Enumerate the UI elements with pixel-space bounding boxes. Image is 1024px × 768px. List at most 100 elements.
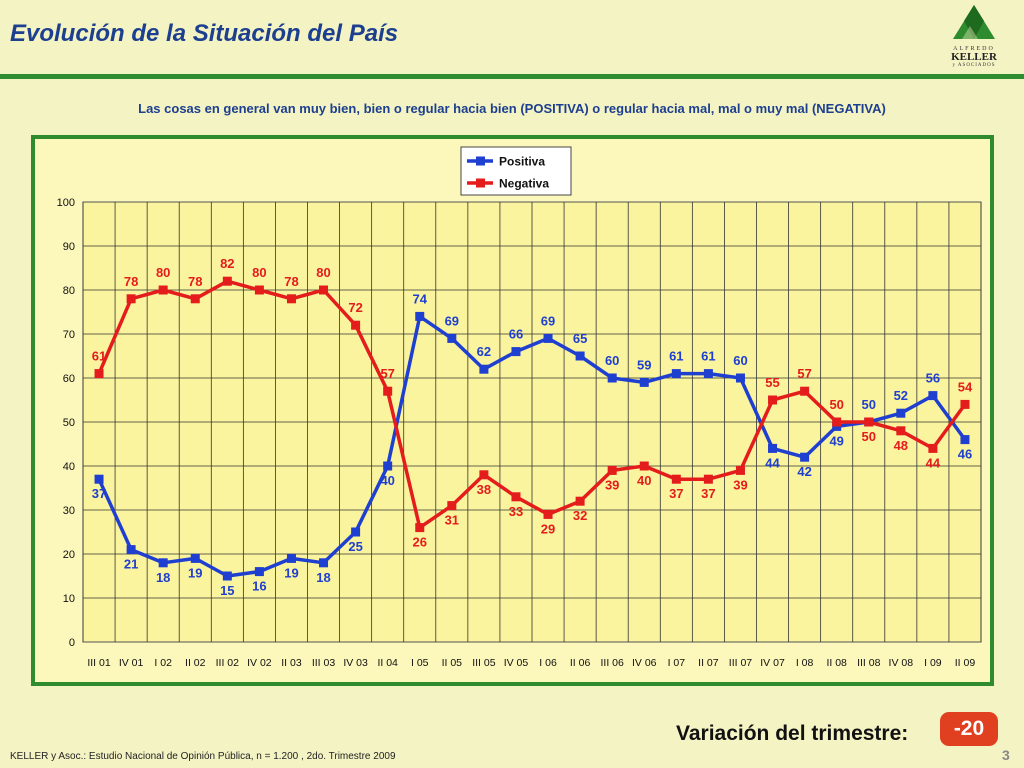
data-point-positiva: [383, 461, 393, 471]
grid-lines: [82, 201, 982, 643]
data-label-positiva: 46: [958, 447, 972, 462]
data-point-positiva: [415, 311, 425, 321]
y-tick-label: 30: [63, 505, 75, 517]
data-label-positiva: 62: [477, 344, 491, 359]
data-label-negativa: 78: [188, 274, 202, 289]
y-tick-label: 60: [63, 373, 75, 385]
x-tick-label: II 03: [281, 657, 302, 669]
data-point-positiva: [511, 347, 521, 357]
data-label-positiva: 65: [573, 331, 587, 346]
data-label-negativa: 44: [926, 455, 941, 470]
x-tick-label: IV 03: [343, 657, 368, 669]
data-point-positiva: [928, 391, 938, 401]
data-point-negativa: [351, 320, 361, 330]
data-label-positiva: 50: [862, 397, 876, 412]
data-label-negativa: 40: [637, 473, 651, 488]
data-point-negativa: [735, 465, 745, 475]
data-label-negativa: 72: [348, 300, 362, 315]
data-point-negativa: [447, 501, 457, 511]
data-label-positiva: 69: [445, 313, 459, 328]
data-point-negativa: [319, 285, 329, 295]
x-tick-label: III 02: [216, 657, 240, 669]
data-point-positiva: [896, 408, 906, 418]
data-label-positiva: 74: [413, 291, 428, 306]
data-point-negativa: [511, 492, 521, 502]
data-label-negativa: 32: [573, 508, 587, 523]
x-tick-label: IV 07: [760, 657, 785, 669]
data-label-positiva: 52: [894, 388, 908, 403]
data-point-positiva: [543, 333, 553, 343]
data-point-positiva: [735, 373, 745, 383]
x-tick-label: IV 05: [504, 657, 529, 669]
data-point-positiva: [94, 474, 104, 484]
data-label-negativa: 37: [669, 486, 683, 501]
data-point-negativa: [479, 470, 489, 480]
data-point-negativa: [607, 465, 617, 475]
x-tick-label: II 05: [442, 657, 463, 669]
data-label-positiva: 18: [156, 570, 170, 585]
logo-mark-icon: [953, 5, 995, 39]
data-point-positiva: [286, 553, 296, 563]
data-point-positiva: [960, 435, 970, 445]
data-label-negativa: 50: [829, 397, 843, 412]
x-tick-label: IV 06: [632, 657, 657, 669]
x-tick-label: I 05: [411, 657, 429, 669]
data-point-negativa: [928, 443, 938, 453]
company-logo: ALFREDO KELLER y ASOCIADOS: [938, 4, 1010, 74]
data-label-positiva: 42: [797, 464, 811, 479]
data-point-positiva: [479, 364, 489, 374]
data-point-positiva: [768, 443, 778, 453]
data-point-positiva: [190, 553, 200, 563]
data-label-negativa: 78: [124, 274, 138, 289]
x-tick-label: I 02: [154, 657, 172, 669]
data-point-positiva: [671, 369, 681, 379]
data-label-negativa: 57: [797, 366, 811, 381]
data-point-negativa: [960, 399, 970, 409]
data-label-positiva: 60: [605, 353, 619, 368]
data-point-negativa: [864, 417, 874, 427]
data-label-negativa: 38: [477, 482, 491, 497]
x-tick-label: II 09: [955, 657, 976, 669]
data-label-positiva: 16: [252, 579, 266, 594]
chart-subtitle: Las cosas en general van muy bien, bien …: [138, 101, 886, 116]
x-tick-label: II 07: [698, 657, 719, 669]
x-tick-label: II 04: [377, 657, 398, 669]
data-point-positiva: [319, 558, 329, 568]
logo-text-top: ALFREDO: [953, 46, 995, 52]
data-label-negativa: 80: [252, 265, 266, 280]
data-labels: 37 61 21 78 18 80 19 78 15 82 16 80 19 78 18 80 25 72 40 57…: [92, 256, 973, 598]
y-tick-label: 90: [63, 241, 75, 253]
data-label-negativa: 80: [156, 265, 170, 280]
data-point-negativa: [800, 386, 810, 396]
legend-marker-positiva: [476, 156, 485, 166]
logo-text-sub: y ASOCIADOS: [952, 63, 996, 68]
data-label-positiva: 49: [829, 433, 843, 448]
data-label-positiva: 21: [124, 557, 138, 572]
y-tick-label: 70: [63, 329, 75, 341]
data-point-negativa: [158, 285, 168, 295]
data-label-negativa: 54: [958, 379, 973, 394]
data-point-positiva: [126, 545, 136, 555]
data-label-negativa: 39: [605, 477, 619, 492]
data-label-positiva: 19: [284, 565, 298, 580]
data-label-negativa: 31: [445, 513, 459, 528]
x-tick-label: III 06: [600, 657, 624, 669]
y-tick-label: 10: [63, 593, 75, 605]
data-point-positiva: [254, 567, 264, 577]
x-tick-label: IV 08: [889, 657, 914, 669]
data-point-negativa: [832, 417, 842, 427]
legend: Positiva Negativa: [460, 146, 572, 196]
x-tick-label: III 03: [312, 657, 336, 669]
data-point-positiva: [222, 571, 232, 581]
data-point-positiva: [800, 452, 810, 462]
x-tick-label: I 09: [924, 657, 942, 669]
data-point-negativa: [222, 276, 232, 286]
data-point-negativa: [415, 523, 425, 533]
data-point-negativa: [768, 395, 778, 405]
x-tick-label: IV 01: [119, 657, 144, 669]
y-tick-label: 100: [57, 197, 75, 209]
y-tick-label: 80: [63, 285, 75, 297]
data-label-negativa: 50: [862, 429, 876, 444]
footer-source: KELLER y Asoc.: Estudio Nacional de Opin…: [10, 751, 396, 762]
y-tick-label: 50: [63, 417, 75, 429]
